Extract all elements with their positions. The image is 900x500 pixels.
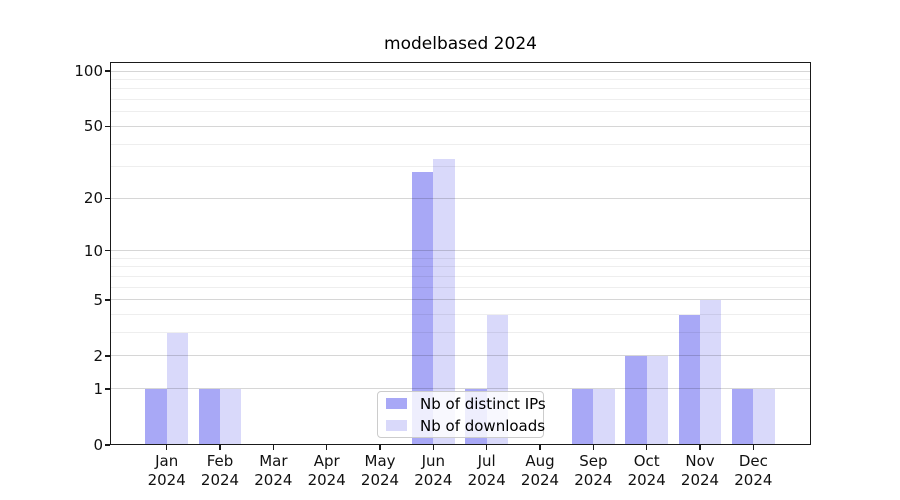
major-gridline [110, 125, 811, 127]
x-tick-label: Feb 2024 [200, 452, 240, 489]
minor-gridline [110, 166, 811, 168]
y-tick-mark [105, 388, 110, 390]
major-gridline [110, 250, 811, 252]
y-tick-label: 0 [93, 436, 103, 454]
y-tick-label: 20 [83, 189, 103, 208]
minor-gridline [110, 276, 811, 278]
bar-jan-downloads [166, 332, 188, 445]
major-gridline [110, 299, 811, 301]
y-tick-mark [105, 125, 110, 128]
x-tick-mark [432, 445, 435, 450]
major-gridline [110, 197, 811, 199]
x-tick-label: Oct 2024 [627, 452, 666, 489]
bar-sep-distinct-ips [572, 388, 594, 445]
y-tick-mark [105, 70, 110, 72]
bar-oct-downloads [646, 355, 668, 445]
x-tick-label: Aug 2024 [520, 452, 560, 489]
legend-label-distinct-ips: Nb of distinct IPs [420, 394, 546, 413]
y-tick-label: 10 [83, 241, 103, 260]
y-tick-label: 1 [93, 379, 103, 398]
x-tick-mark [325, 445, 328, 450]
x-tick-mark [539, 445, 541, 450]
minor-gridline [110, 143, 811, 145]
legend-swatch-downloads [386, 420, 407, 431]
x-tick-mark [379, 445, 381, 450]
x-tick-mark [219, 445, 221, 450]
minor-gridline [110, 88, 811, 90]
major-gridline [110, 355, 811, 357]
minor-gridline [110, 99, 811, 101]
legend-item-distinct-ips: Nb of distinct IPs [386, 395, 546, 413]
legend-swatch-distinct-ips [386, 398, 407, 409]
x-tick-mark [166, 445, 168, 450]
x-tick-label: Jun 2024 [414, 452, 453, 489]
y-tick-mark [105, 299, 110, 301]
bar-jan-distinct-ips [145, 388, 167, 445]
y-tick-label: 50 [83, 117, 103, 136]
x-tick-label: Apr 2024 [307, 452, 346, 489]
minor-gridline [110, 257, 811, 259]
bar-oct-distinct-ips [625, 355, 647, 445]
legend-item-downloads: Nb of downloads [386, 417, 545, 435]
x-tick-label: Jan 2024 [147, 452, 186, 489]
y-tick-label: 100 [74, 62, 103, 81]
bar-jun-downloads [433, 159, 455, 445]
y-tick-mark [105, 250, 110, 252]
minor-gridline [110, 286, 811, 288]
bar-dec-downloads [753, 388, 775, 445]
y-tick-label: 5 [93, 290, 103, 309]
minor-gridline [110, 332, 811, 334]
x-tick-mark [645, 445, 648, 450]
x-tick-mark [699, 445, 701, 450]
y-tick-label: 2 [93, 346, 103, 365]
x-tick-label: Sep 2024 [574, 452, 613, 489]
bar-feb-distinct-ips [198, 388, 221, 445]
major-gridline [110, 70, 811, 72]
x-tick-label: May 2024 [360, 452, 400, 489]
x-tick-mark [752, 445, 755, 450]
x-tick-mark [272, 445, 275, 450]
x-tick-mark [592, 445, 595, 450]
x-tick-label: Jul 2024 [467, 452, 506, 489]
x-tick-label: Nov 2024 [680, 452, 720, 489]
y-tick-mark [105, 444, 110, 446]
bar-feb-downloads [220, 388, 242, 445]
bar-dec-distinct-ips [732, 388, 754, 445]
minor-gridline [110, 79, 811, 81]
legend-label-downloads: Nb of downloads [420, 416, 546, 435]
bar-nov-distinct-ips [678, 314, 700, 445]
minor-gridline [110, 111, 811, 113]
x-tick-label: Mar 2024 [254, 452, 293, 489]
minor-gridline [110, 266, 811, 268]
plot-area [110, 62, 811, 445]
major-gridline [110, 388, 811, 390]
y-tick-mark [105, 197, 110, 200]
x-tick-label: Dec 2024 [734, 452, 773, 489]
x-tick-mark [485, 445, 488, 450]
chart-title: modelbased 2024 [384, 34, 537, 54]
y-tick-mark [105, 355, 110, 357]
bar-sep-downloads [593, 388, 615, 445]
minor-gridline [110, 314, 811, 316]
bar-jun-distinct-ips [412, 172, 434, 445]
legend: Nb of distinct IPs Nb of downloads [377, 391, 546, 438]
bar-nov-downloads [700, 299, 722, 445]
